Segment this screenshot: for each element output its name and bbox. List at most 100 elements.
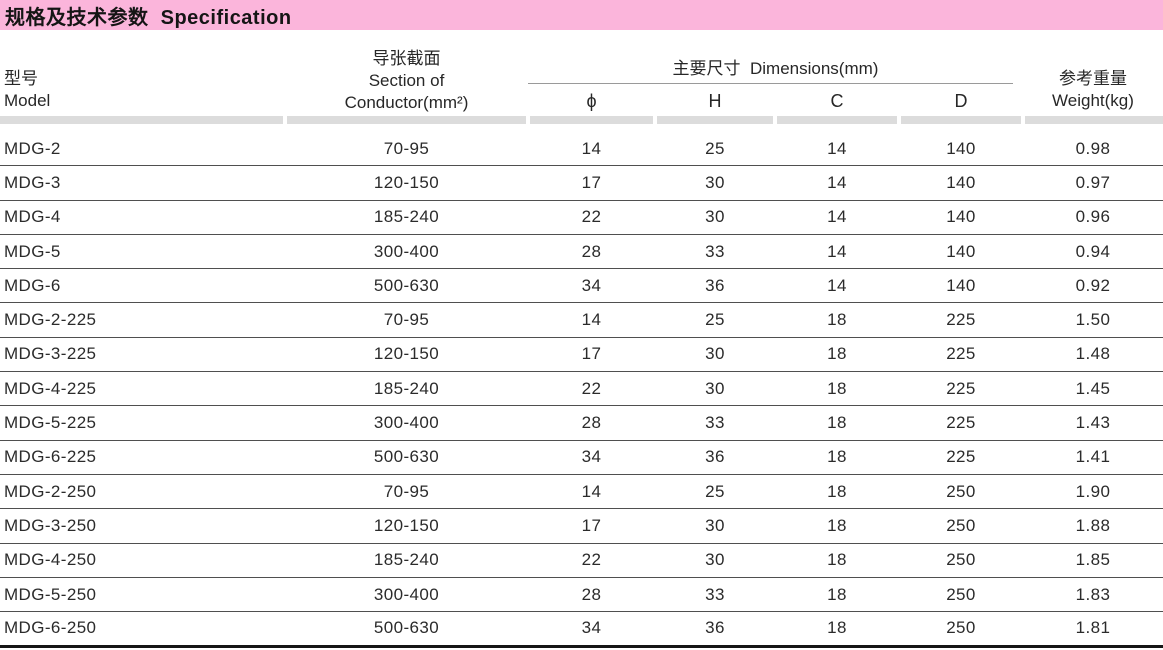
table-row: MDG-6-225 500-630 34 36 18 225 1.41 (0, 441, 1163, 475)
cell-phi: 17 (581, 515, 602, 535)
cell-c: 14 (827, 138, 847, 158)
cell-c: 14 (827, 275, 847, 295)
col-header-weight-en: Weight(kg) (1052, 91, 1134, 110)
cell-d: 250 (946, 550, 976, 570)
cell-weight: 1.43 (1075, 413, 1111, 433)
cell-c: 18 (827, 584, 847, 604)
cell-d: 140 (946, 275, 976, 295)
divider-segment (0, 116, 283, 124)
cell-model: MDG-2-250 (4, 481, 97, 501)
cell-section: 300-400 (373, 584, 440, 604)
cell-section: 300-400 (373, 241, 440, 261)
table-header: 型号 Model 导张截面 Section of Conductor(mm²) … (0, 30, 1163, 116)
cell-section: 120-150 (373, 172, 440, 192)
cell-model: MDG-4-250 (4, 550, 97, 570)
table-row: MDG-2 70-95 14 25 14 140 0.98 (0, 132, 1163, 167)
table-row: MDG-4-250 185-240 22 30 18 250 1.85 (0, 544, 1163, 578)
col-header-d: D (954, 91, 968, 111)
section-title: 规格及技术参数 Specification (5, 6, 292, 29)
section-title-bar: 规格及技术参数 Specification (0, 0, 1163, 30)
cell-weight: 0.96 (1075, 207, 1111, 227)
cell-model: MDG-5 (4, 241, 61, 261)
cell-c: 18 (827, 515, 847, 535)
cell-d: 140 (946, 207, 976, 227)
cell-h: 36 (705, 275, 725, 295)
table-row: MDG-3 120-150 17 30 14 140 0.97 (0, 166, 1163, 201)
col-header-h: H (708, 91, 722, 111)
cell-model: MDG-2-225 (4, 310, 97, 330)
divider-segment (287, 116, 526, 124)
cell-h: 25 (705, 138, 725, 158)
col-group-dimensions: 主要尺寸 Dimensions(mm) ϕ H C D (528, 58, 1023, 116)
header-divider-bar (0, 116, 1163, 124)
cell-c: 18 (827, 310, 847, 330)
cell-weight: 1.45 (1075, 378, 1111, 398)
table-row: MDG-4 185-240 22 30 14 140 0.96 (0, 201, 1163, 235)
divider-segment (1025, 116, 1163, 124)
col-header-model-en: Model (4, 91, 51, 110)
cell-weight: 1.90 (1075, 481, 1111, 501)
cell-d: 225 (946, 344, 976, 364)
col-header-phi: ϕ (586, 91, 597, 111)
cell-h: 30 (705, 172, 725, 192)
cell-section: 500-630 (373, 447, 440, 467)
col-header-weight-zh: 参考重量 (1059, 69, 1127, 88)
cell-model: MDG-5-225 (4, 413, 97, 433)
col-header-c: C (830, 91, 844, 111)
cell-weight: 0.92 (1075, 275, 1111, 295)
cell-d: 250 (946, 481, 976, 501)
table-row: MDG-5-225 300-400 28 33 18 225 1.43 (0, 406, 1163, 441)
cell-c: 14 (827, 241, 847, 261)
table-row: MDG-5-250 300-400 28 33 18 250 1.83 (0, 578, 1163, 613)
cell-d: 140 (946, 172, 976, 192)
cell-phi: 17 (581, 344, 602, 364)
divider-segment (530, 116, 653, 124)
cell-phi: 22 (581, 378, 602, 398)
cell-section: 185-240 (373, 550, 440, 570)
cell-d: 225 (946, 378, 976, 398)
cell-c: 18 (827, 481, 847, 501)
dimensions-subheaders: ϕ H C D (528, 84, 1023, 116)
cell-phi: 28 (581, 584, 602, 604)
col-header-weight: 参考重量 Weight(kg) (1023, 68, 1163, 116)
cell-model: MDG-3-250 (4, 515, 97, 535)
cell-phi: 34 (581, 618, 602, 638)
cell-phi: 22 (581, 207, 602, 227)
cell-section: 70-95 (383, 310, 430, 330)
cell-d: 250 (946, 515, 976, 535)
col-header-model-zh: 型号 (4, 69, 38, 88)
col-header-section-en1: Section of (368, 71, 445, 90)
table-row: MDG-3-225 120-150 17 30 18 225 1.48 (0, 338, 1163, 373)
cell-model: MDG-6 (4, 275, 61, 295)
cell-phi: 34 (581, 275, 602, 295)
cell-h: 33 (705, 413, 725, 433)
cell-d: 250 (946, 584, 976, 604)
cell-h: 30 (705, 344, 725, 364)
cell-weight: 0.94 (1075, 241, 1111, 261)
cell-h: 30 (705, 378, 725, 398)
col-header-section: 导张截面 Section of Conductor(mm²) (285, 48, 528, 116)
cell-h: 30 (705, 550, 725, 570)
table-row: MDG-2-250 70-95 14 25 18 250 1.90 (0, 475, 1163, 510)
cell-phi: 28 (581, 413, 602, 433)
cell-model: MDG-2 (4, 138, 61, 158)
cell-h: 33 (705, 241, 725, 261)
cell-h: 36 (705, 447, 725, 467)
cell-d: 225 (946, 413, 976, 433)
cell-section: 120-150 (373, 515, 440, 535)
table-row: MDG-5 300-400 28 33 14 140 0.94 (0, 235, 1163, 270)
cell-weight: 1.48 (1075, 344, 1111, 364)
cell-d: 225 (946, 310, 976, 330)
cell-d: 250 (946, 618, 976, 638)
cell-c: 14 (827, 172, 847, 192)
cell-phi: 14 (581, 138, 602, 158)
cell-weight: 1.88 (1075, 515, 1111, 535)
cell-section: 500-630 (373, 275, 440, 295)
cell-weight: 1.50 (1075, 310, 1111, 330)
cell-phi: 22 (581, 550, 602, 570)
cell-h: 36 (705, 618, 725, 638)
table-row: MDG-6 500-630 34 36 14 140 0.92 (0, 269, 1163, 304)
cell-weight: 1.81 (1075, 618, 1111, 638)
cell-weight: 1.85 (1075, 550, 1111, 570)
